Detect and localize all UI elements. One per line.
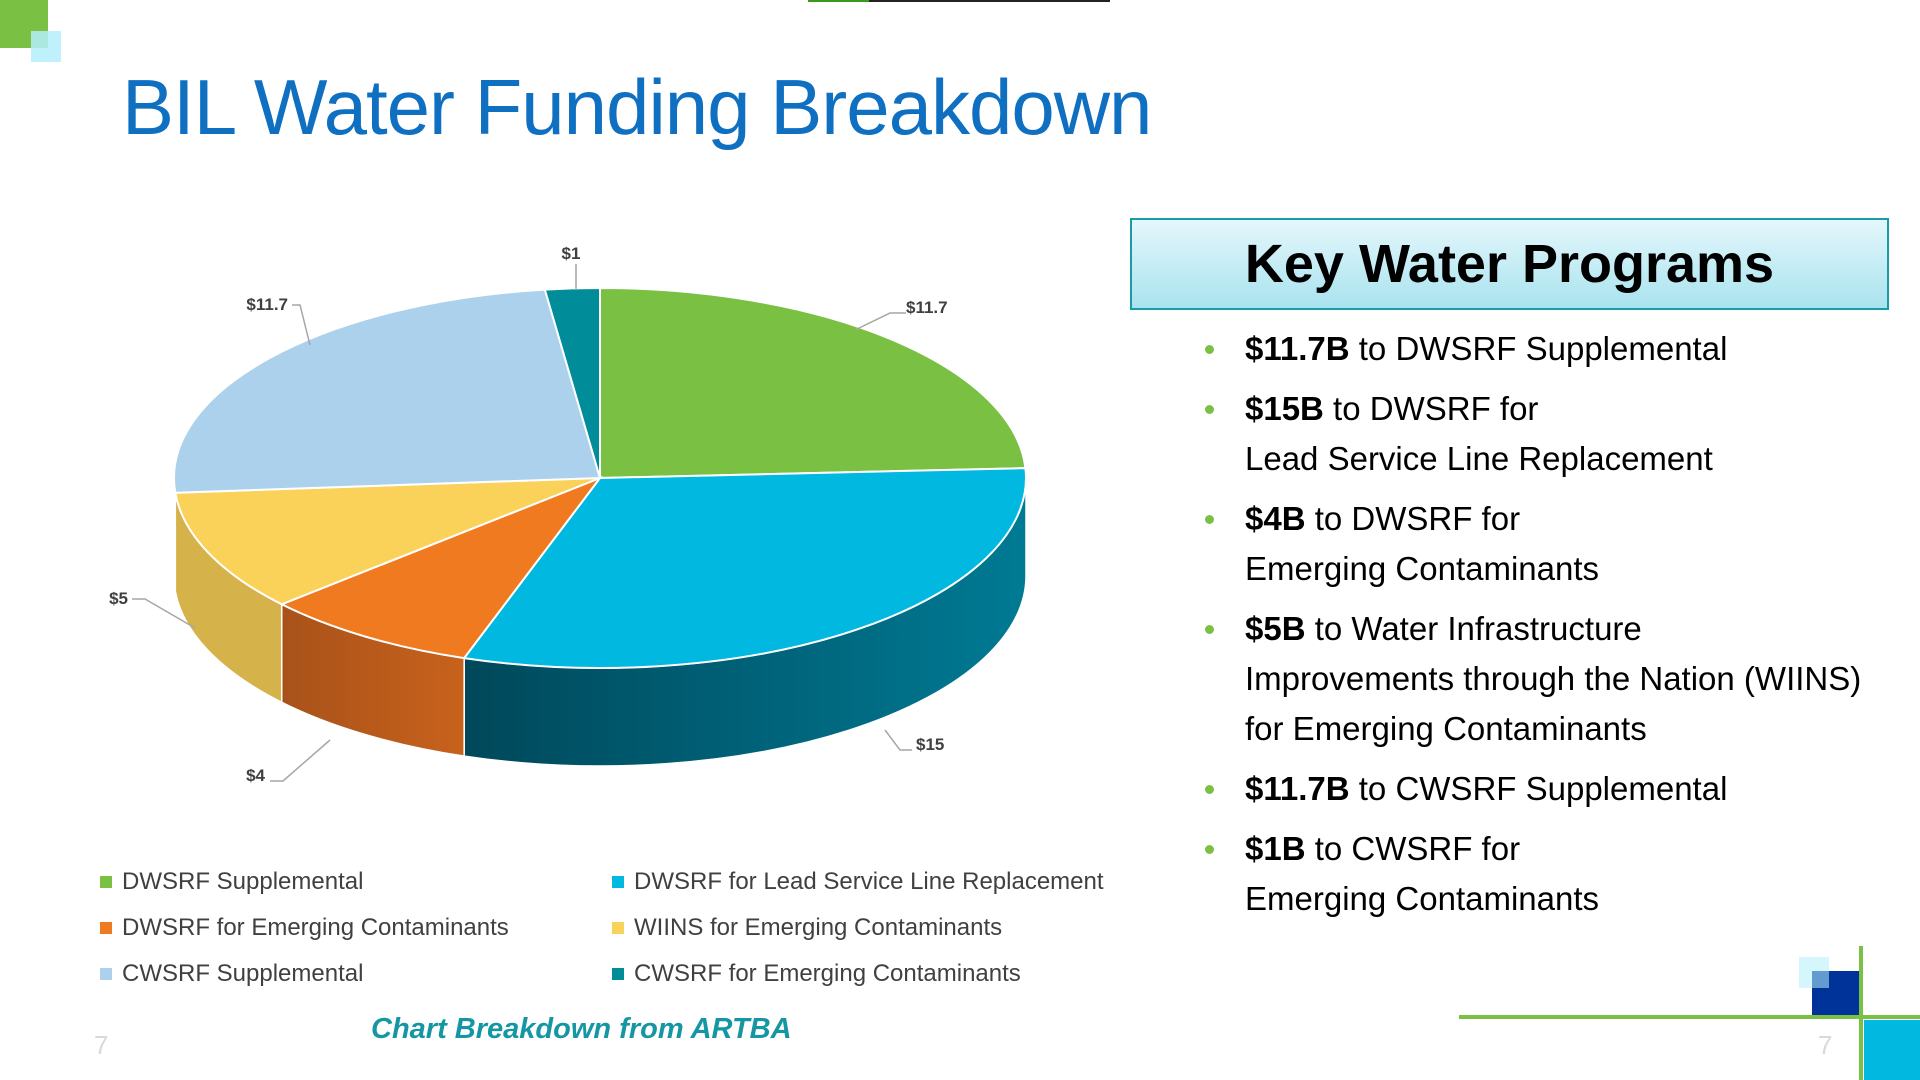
data-label: $15 (916, 735, 944, 754)
program-description: to CWSRF for (1305, 830, 1521, 867)
pie-slice (279, 475, 603, 660)
program-description: to DWSRF Supplemental (1349, 330, 1728, 367)
pie-slice (174, 477, 601, 606)
program-description: to DWSRF for (1305, 500, 1521, 537)
bullet-icon (1205, 625, 1214, 634)
pie-slice (462, 467, 1027, 669)
legend-swatch (612, 922, 624, 934)
legend-swatch (100, 922, 112, 934)
data-label: $5 (109, 589, 128, 608)
legend-label: WIINS for Emerging Contaminants (634, 914, 1003, 941)
legend-swatch (100, 968, 112, 980)
key-program-item: $11.7B to CWSRF Supplemental (1205, 764, 1920, 814)
program-amount: $5B (1245, 610, 1306, 647)
bullet-icon (1205, 405, 1214, 414)
data-label-leader (292, 304, 311, 346)
legend-label: CWSRF Supplemental (122, 960, 364, 987)
footer-green-vertical (1859, 946, 1863, 1080)
program-description-line: Emerging Contaminants (1245, 880, 1600, 917)
legend-label: DWSRF for Emerging Contaminants (122, 914, 509, 941)
legend-swatch (612, 968, 624, 980)
program-amount: $11.7B (1245, 330, 1350, 367)
page-number-right: 7 (1818, 1030, 1833, 1060)
pie-slice (543, 286, 601, 479)
program-description-line: for Emerging Contaminants (1245, 710, 1647, 747)
legend-item: CWSRF Supplemental (100, 960, 363, 988)
legend-item: WIINS for Emerging Contaminants (612, 914, 1002, 942)
data-label: $11.7 (246, 295, 288, 314)
page-number-left: 7 (94, 1030, 109, 1060)
program-description-line: Emerging Contaminants (1245, 550, 1600, 587)
key-programs-list: $11.7B to DWSRF Supplemental $15B to DWSR… (1205, 324, 1920, 934)
program-amount: $15B (1245, 390, 1324, 427)
bullet-icon (1205, 515, 1214, 524)
legend-item: CWSRF for Emerging Contaminants (612, 960, 1021, 988)
data-label-leader (854, 312, 906, 331)
program-amount: $1B (1245, 830, 1306, 867)
data-label: $11.7 (906, 298, 948, 317)
program-description-line: Lead Service Line Replacement (1245, 440, 1713, 477)
page-title: BIL Water Funding Breakdown (122, 63, 1152, 151)
pie-chart: $11.7 $15 $4 $5 $11.7 $1 (109, 244, 1027, 785)
top-accent-line-green (808, 0, 869, 2)
data-label-leader (270, 739, 331, 782)
top-accent-line-dark (869, 0, 1110, 2)
legend-item: DWSRF for Emerging Contaminants (100, 914, 509, 942)
data-label: $4 (246, 766, 265, 785)
legend-swatch (612, 876, 624, 888)
key-programs-heading: Key Water Programs (1244, 234, 1775, 294)
key-program-item: $15B to DWSRF for Lead Service Line Repla… (1205, 384, 1920, 484)
data-label-leader (132, 598, 196, 629)
bullet-icon (1205, 785, 1214, 794)
legend-label: DWSRF for Lead Service Line Replacement (634, 868, 1104, 895)
program-amount: $11.7B (1245, 770, 1350, 807)
pie-slice (173, 288, 602, 494)
key-program-item: $1B to CWSRF for Emerging Contaminants (1205, 824, 1920, 924)
program-description: to CWSRF Supplemental (1349, 770, 1728, 807)
footer-green-line (1459, 1015, 1920, 1019)
key-program-item: $5B to Water Infrastructure Improvements … (1205, 604, 1920, 754)
legend-swatch (100, 876, 112, 888)
bullet-icon (1205, 345, 1214, 354)
legend-item: DWSRF Supplemental (100, 868, 363, 896)
bullet-icon (1205, 845, 1214, 854)
data-label: $1 (562, 244, 581, 263)
program-description-line: Improvements through the Nation (WIINS) (1245, 660, 1862, 697)
footer-cyan-square (1864, 1020, 1920, 1080)
key-program-item: $11.7B to DWSRF Supplemental (1205, 324, 1920, 374)
data-label-leader (884, 729, 912, 751)
footer-light-square (1799, 957, 1829, 988)
key-program-item: $4B to DWSRF for Emerging Contaminants (1205, 494, 1920, 594)
legend-label: CWSRF for Emerging Contaminants (634, 960, 1021, 987)
key-programs-header: Key Water Programs (1130, 218, 1889, 310)
chart-caption: Chart Breakdown from ARTBA (371, 1013, 792, 1045)
pie-slice (599, 286, 1027, 480)
program-amount: $4B (1245, 500, 1306, 537)
program-description: to Water Infrastructure (1305, 610, 1642, 647)
corner-cyan-square (31, 31, 61, 62)
program-description: to DWSRF for (1323, 390, 1539, 427)
legend-item: DWSRF for Lead Service Line Replacement (612, 868, 1104, 896)
legend-label: DWSRF Supplemental (122, 868, 364, 895)
